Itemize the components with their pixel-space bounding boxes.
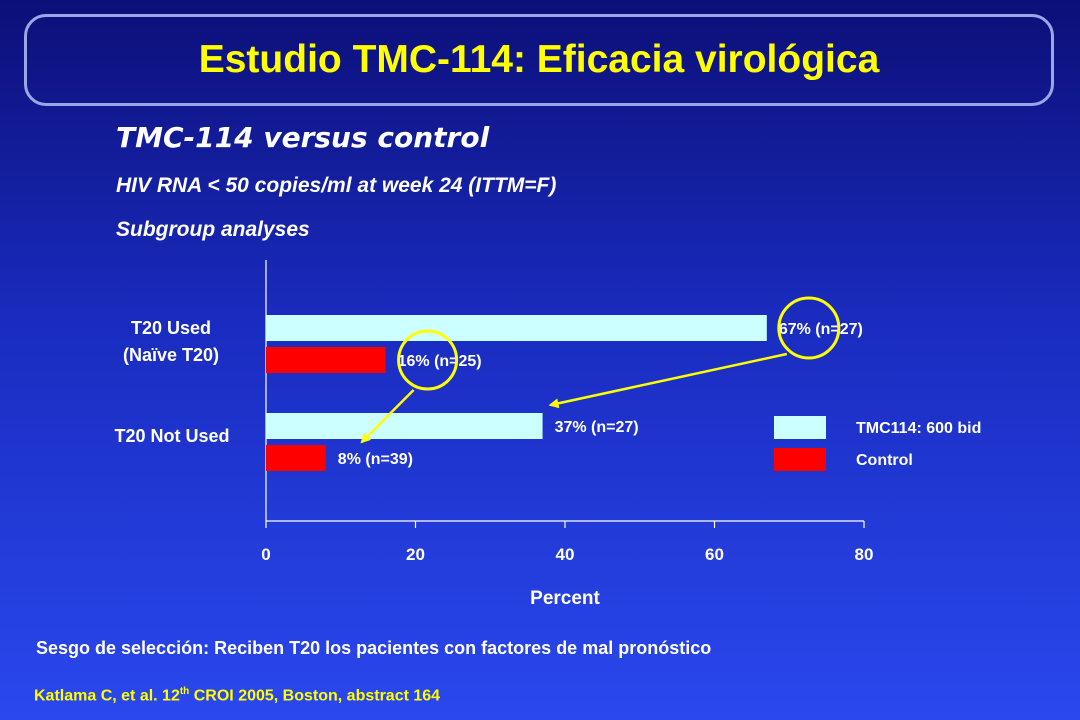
citation-rest: CROI 2005, Boston, abstract 164 [189,687,441,705]
legend-swatch [774,448,826,471]
endpoint-text: HIV RNA < 50 copies/ml at week 24 (ITTM=… [116,174,557,197]
x-axis-title: Percent [530,588,600,609]
citation-sup: th [179,686,190,697]
legend-swatch [774,416,826,439]
x-tick-label: 20 [406,545,425,564]
legend-label: Control [856,452,913,469]
category-label-t20-not-used: T20 Not Used [90,426,254,447]
citation: Katlama C, et al. 12th CROI 2005, Boston… [34,686,440,705]
annotation-circle [777,296,841,360]
bias-note: Sesgo de selección: Reciben T20 los paci… [36,638,712,658]
citation-main: Katlama C, et al. 12 [34,687,180,705]
x-tick-label: 0 [261,545,270,564]
bar-control [266,445,326,471]
x-tick-label: 80 [855,545,874,564]
bar-data-label: 37% (n=27) [555,419,639,436]
analysis-text: Subgroup analyses [116,218,310,241]
annotation-arrow [548,352,788,409]
legend-label: TMC114: 600 bid [856,420,981,437]
bar-data-label: 16% (n=25) [398,353,482,370]
slide-title: Estudio TMC-114: Eficacia virológica [198,38,880,81]
category-label-t20-used: T20 Used (Naïve T20) [96,318,246,366]
slide-subtitle: TMC-114 versus control [116,121,490,154]
category-label-line: T20 Used [130,318,212,338]
x-tick-label: 40 [556,545,575,564]
category-label-line: T20 Not Used [114,426,230,446]
x-tick-label: 60 [705,545,724,564]
bar-tmc114 [266,413,543,439]
bar-data-label: 67% (n=27) [779,321,863,338]
bar-data-label: 8% (n=39) [338,451,413,468]
bar-tmc114 [266,315,767,341]
category-label-line: (Naïve T20) [122,345,220,365]
title-box: Estudio TMC-114: Eficacia virológica [24,14,1054,106]
annotation-circle [397,329,459,391]
annotation-arrow [360,389,415,444]
bar-control [266,347,386,373]
